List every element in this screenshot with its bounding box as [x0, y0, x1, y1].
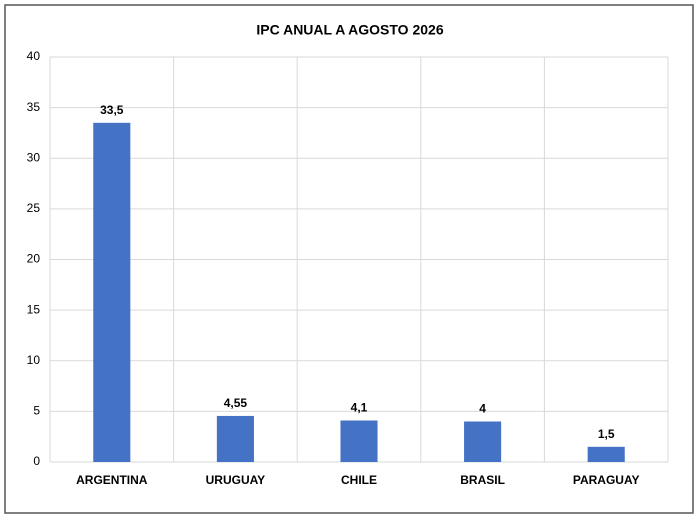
x-tick-label: ARGENTINA: [76, 473, 148, 487]
y-tick-label: 10: [27, 353, 41, 367]
y-tick-label: 0: [33, 454, 40, 468]
bar: [93, 122, 131, 462]
y-tick-label: 15: [27, 302, 41, 316]
y-tick-label: 25: [27, 201, 41, 215]
x-tick-label: PARAGUAY: [573, 473, 640, 487]
bar: [464, 421, 502, 462]
data-label: 4: [479, 402, 486, 416]
y-tick-label: 30: [27, 150, 41, 164]
y-tick-label: 35: [27, 100, 41, 114]
chart-title: IPC ANUAL A AGOSTO 2026: [256, 22, 443, 38]
bar: [340, 420, 378, 462]
data-label: 1,5: [598, 427, 615, 441]
bar: [216, 415, 254, 462]
data-label: 4,55: [224, 396, 248, 410]
x-tick-label: URUGUAY: [206, 473, 266, 487]
bar: [587, 446, 625, 462]
y-tick-label: 5: [33, 404, 40, 418]
y-tick-label: 20: [27, 252, 41, 266]
data-label: 33,5: [100, 103, 124, 117]
x-tick-label: CHILE: [341, 473, 377, 487]
data-label: 4,1: [351, 401, 368, 415]
x-tick-label: BRASIL: [460, 473, 505, 487]
y-tick-label: 40: [27, 49, 41, 63]
